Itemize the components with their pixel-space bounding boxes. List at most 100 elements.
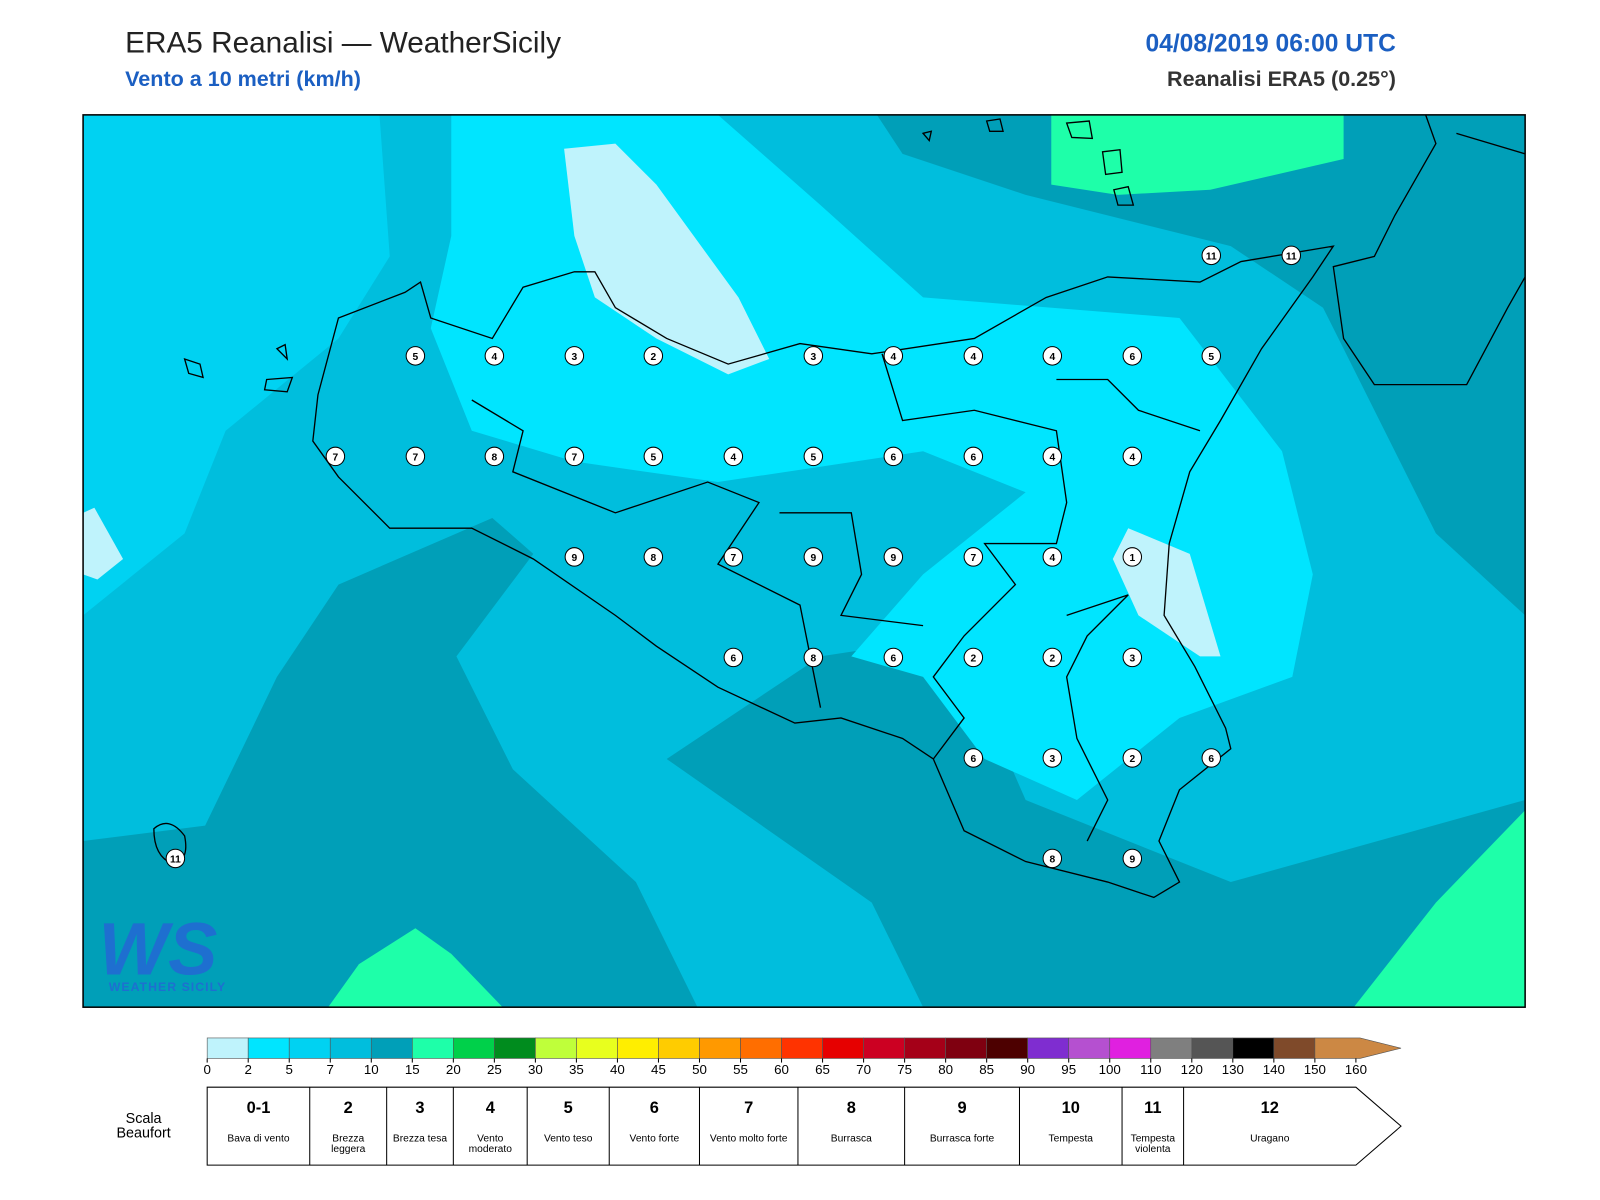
station-value: 7 [970, 553, 976, 564]
beaufort-number: 6 [649, 1099, 659, 1117]
beaufort-label: Vento teso [543, 1133, 593, 1145]
station-marker [723, 647, 744, 668]
contour [666, 635, 1526, 1008]
station-marker [165, 848, 186, 869]
beaufort-label: Burrasca [830, 1133, 872, 1145]
station-marker [1042, 346, 1063, 366]
colorbar-segment [494, 1037, 536, 1059]
station-marker [564, 346, 585, 366]
colorbar-segment [206, 1037, 249, 1059]
station-value: 6 [890, 654, 896, 665]
station-marker [723, 446, 744, 467]
beaufort-label: Vento molto forte [709, 1133, 788, 1145]
station-marker [564, 446, 585, 467]
station-value: 11 [1206, 251, 1217, 262]
colorbar-tick-label: 80 [938, 1062, 953, 1077]
station-marker [405, 346, 426, 366]
station-value: 2 [650, 352, 656, 363]
colorbar-segment [411, 1037, 454, 1059]
station-value: 7 [572, 453, 578, 464]
title: ERA5 Reanalisi — WeatherSicily [125, 26, 561, 60]
logo-text: WEATHER SICILY [109, 980, 227, 994]
beaufort-label: Brezza leggera [331, 1133, 366, 1155]
station-value: 3 [810, 352, 816, 363]
station-marker [963, 547, 984, 567]
colorbar-segment [247, 1037, 290, 1059]
beaufort-number: 10 [1061, 1099, 1080, 1117]
station-value: 8 [492, 453, 498, 464]
beaufort-label: Brezza tesa [392, 1133, 448, 1145]
colorbar-tick-label: 95 [1061, 1062, 1076, 1077]
station-value: 4 [1049, 352, 1055, 363]
station-value: 8 [650, 553, 656, 564]
station-marker [1201, 245, 1222, 266]
beaufort-label: Burrasca forte [929, 1133, 995, 1145]
station-marker [963, 647, 984, 668]
station-marker [1042, 848, 1063, 869]
station-value: 5 [413, 352, 419, 363]
station-marker [1042, 748, 1063, 768]
map-frame [82, 114, 1526, 1008]
station-value: 6 [970, 754, 976, 765]
station-marker [1281, 245, 1302, 266]
date: 04/08/2019 06:00 UTC [1145, 29, 1396, 58]
station-value: 3 [572, 352, 578, 363]
station-marker [883, 446, 904, 467]
station-value: 4 [1049, 453, 1055, 464]
colorbar-tick-label: 40 [610, 1062, 625, 1077]
colorbar-tick-label: 2 [244, 1062, 251, 1077]
station-marker [883, 547, 904, 567]
station-value: 9 [810, 553, 816, 564]
station-marker [1042, 446, 1063, 467]
colorbar-segment [1027, 1037, 1070, 1059]
colorbar-tick-label: 75 [897, 1062, 912, 1077]
logo-mark: WS [98, 907, 217, 990]
station-marker [1201, 346, 1222, 366]
colorbar-segment [453, 1037, 495, 1059]
source: Reanalisi ERA5 (0.25°) [1167, 67, 1396, 92]
colorbar-segment [1191, 1037, 1234, 1059]
beaufort-scale [206, 1086, 1402, 1166]
colorbar-segment [576, 1037, 618, 1059]
station-marker [643, 446, 664, 467]
colorbar-arrow [1314, 1037, 1402, 1059]
station-marker [643, 547, 664, 567]
station-marker [325, 446, 346, 467]
colorbar-tick-label: 100 [1099, 1062, 1121, 1077]
contour [876, 114, 1526, 616]
beaufort-number: 3 [415, 1099, 425, 1117]
colorbar-tick-label: 10 [364, 1062, 379, 1077]
beaufort-title: Scala Beaufort [116, 1109, 171, 1141]
station-value: 9 [890, 553, 896, 564]
station-value: 3 [1129, 654, 1135, 665]
colorbar-segment [740, 1037, 782, 1059]
beaufort-number: 8 [846, 1099, 856, 1117]
colorbar-tick-label: 120 [1181, 1062, 1203, 1077]
station-value: 4 [730, 453, 736, 464]
coastline [153, 114, 1526, 899]
beaufort-label: Tempesta violenta [1130, 1133, 1176, 1155]
beaufort-label: Bava di vento [227, 1133, 290, 1145]
station-marker [484, 446, 505, 467]
colorbar-segment [904, 1037, 946, 1059]
station-marker [1122, 647, 1143, 668]
colorbar-tick-label: 150 [1304, 1062, 1326, 1077]
station-marker [1122, 547, 1143, 567]
colorbar-tick-label: 25 [487, 1062, 502, 1077]
station-value: 1 [1129, 553, 1135, 564]
colorbar-segment [535, 1037, 577, 1059]
beaufort-number: 9 [957, 1099, 967, 1117]
colorbar-tick-label: 55 [733, 1062, 748, 1077]
station-value: 6 [970, 453, 976, 464]
station-marker [963, 748, 984, 768]
station-marker [1201, 748, 1222, 768]
station-value: 4 [1049, 553, 1055, 564]
station-value: 6 [1129, 352, 1135, 363]
station-marker [883, 346, 904, 366]
colorbar-segment [822, 1037, 864, 1059]
station-value: 4 [970, 352, 976, 363]
colorbar-tick-label: 85 [979, 1062, 994, 1077]
station-value: 11 [1286, 251, 1297, 262]
station-marker [484, 346, 505, 366]
